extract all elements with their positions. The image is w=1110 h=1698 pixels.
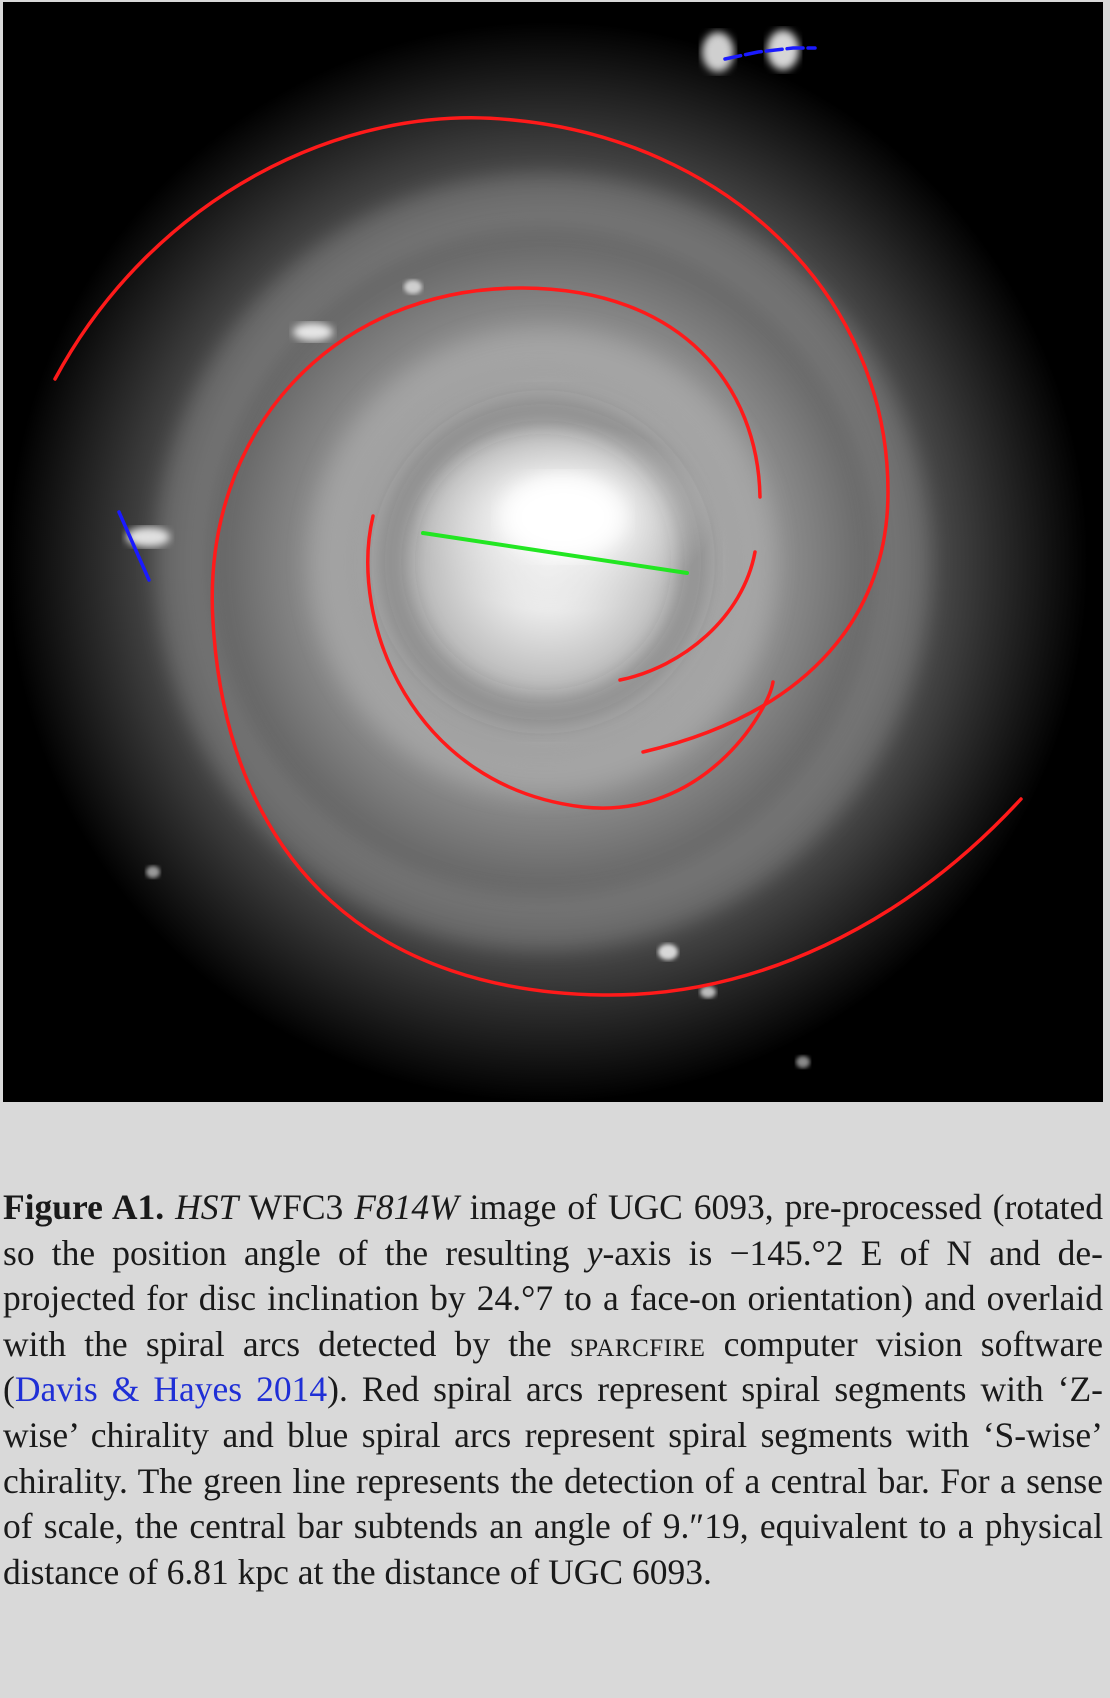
software-name: sparcfire xyxy=(569,1323,706,1364)
y-axis-symbol: y xyxy=(586,1232,603,1273)
red-spiral-arc-large xyxy=(210,286,1023,997)
central-bar-line xyxy=(421,531,689,575)
z-wise-spiral-arcs xyxy=(53,116,1023,997)
caption-text-2: -axis is −145.°2 E of N and de-projected… xyxy=(3,1232,1103,1364)
caption-text-4: ). Red spiral arcs represent spiral segm… xyxy=(3,1369,1103,1592)
galaxy-image-figure xyxy=(3,2,1103,1102)
blue-spiral-arc-left xyxy=(117,510,151,582)
caption-text-1: image of UGC 6093, pre-processed (rotate… xyxy=(3,1187,1104,1273)
red-spiral-arc-core xyxy=(618,550,757,682)
caption-text-3: computer vision software ( xyxy=(3,1323,1104,1410)
figure-label: Figure A1. xyxy=(3,1187,165,1227)
figure-caption: Figure A1. HST WFC3 F814W image of UGC 6… xyxy=(3,1185,1103,1595)
camera-name: WFC3 xyxy=(248,1187,344,1227)
blue-spiral-arc-top xyxy=(723,46,817,61)
filter-name: F814W xyxy=(354,1187,459,1227)
instrument-name: HST xyxy=(175,1187,239,1227)
galaxy-body xyxy=(8,22,1088,1102)
red-spiral-arc-inner xyxy=(366,514,775,810)
citation-link[interactable]: Davis & Hayes 2014 xyxy=(14,1369,328,1410)
s-wise-spiral-arcs xyxy=(117,46,817,582)
red-spiral-arc-outer xyxy=(53,116,890,754)
